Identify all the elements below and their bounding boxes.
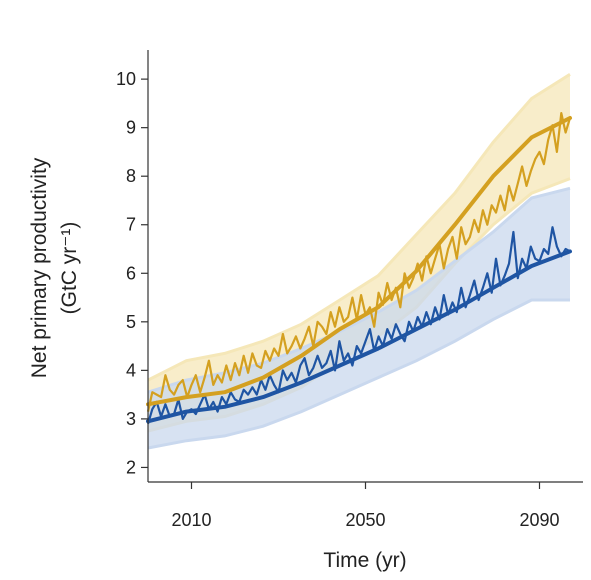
band-upper-edge-blue [147,186,571,394]
x-axis: 2010 2050 2090 [148,481,583,530]
y-axis-title-line1: Net primary productivity [28,157,51,378]
mean-line-blue [146,249,572,424]
band-lower-edge-blue [147,298,570,450]
y-tick-label: 6 [126,263,136,283]
y-tick-label: 9 [126,118,136,138]
x-tick-label: 2010 [171,510,211,530]
y-tick-label: 5 [126,312,136,332]
y-tick-label: 8 [126,166,136,186]
x-axis-title: Time (yr) [323,549,406,572]
annual-line-gold [146,112,572,412]
x-tick-label: 2050 [345,510,385,530]
y-tick-label: 2 [126,457,136,477]
band-upper-edge-gold [147,73,571,382]
y-tick-label: 7 [126,215,136,235]
y-axis-title: Net primary productivity (GtC yr⁻¹) [28,157,81,378]
mean-line-gold [146,116,572,407]
y-tick-label: 4 [126,360,136,380]
y-tick-label: 3 [126,409,136,429]
y-axis: 2 3 4 5 6 7 8 9 10 [116,50,149,482]
y-tick-label: 10 [116,69,136,89]
mean-lines-layer [146,116,572,424]
x-tick-label: 2090 [519,510,559,530]
y-axis-title-line2: (GtC yr⁻¹) [58,222,81,315]
